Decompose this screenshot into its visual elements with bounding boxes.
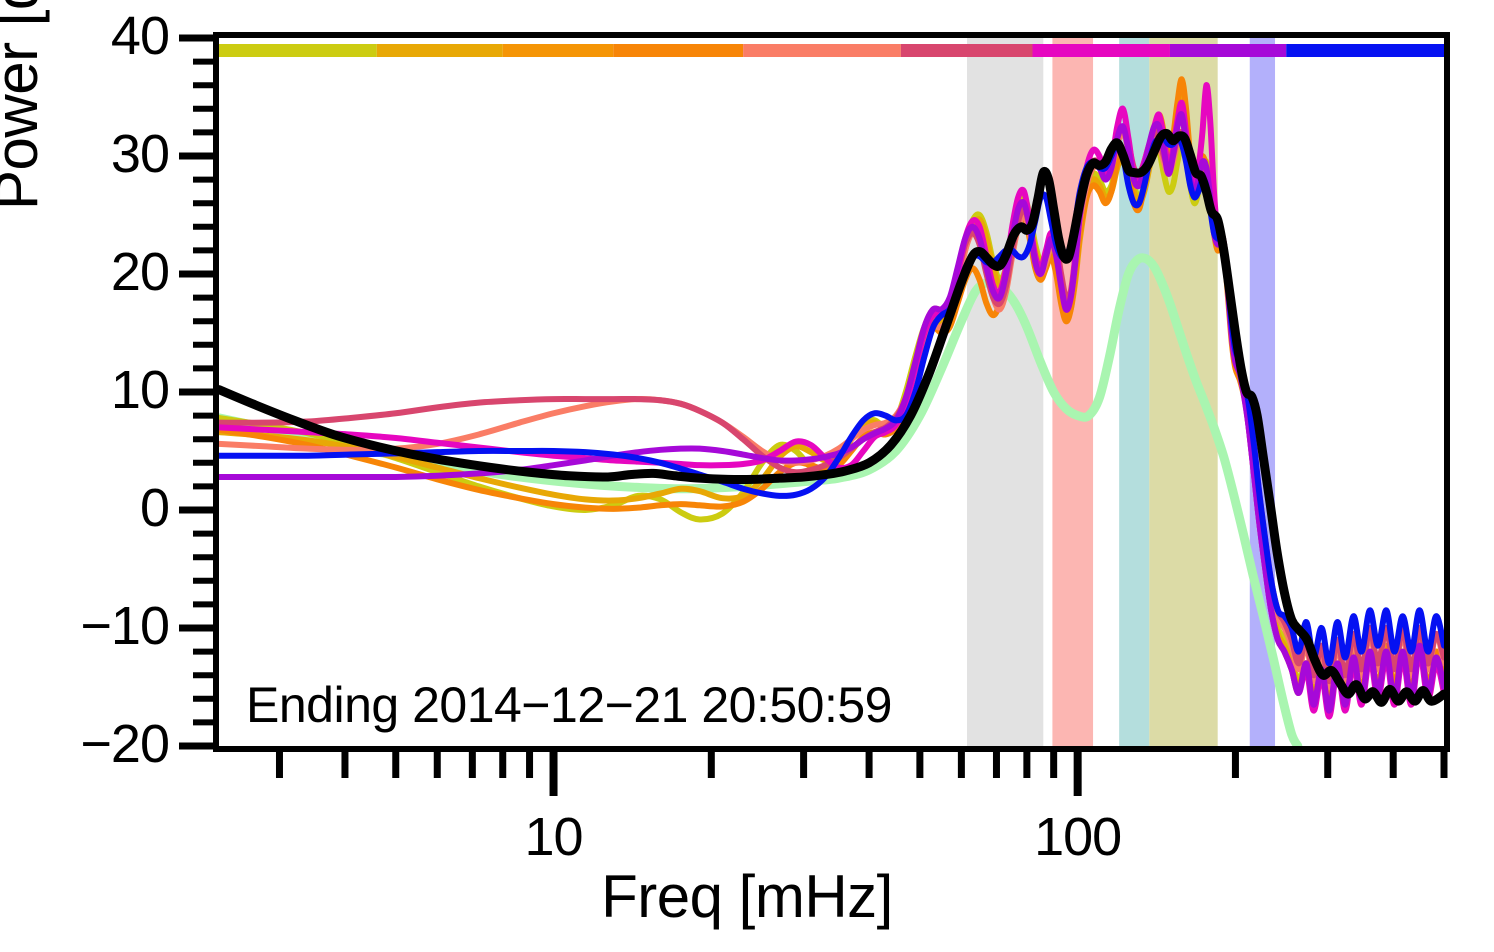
y-tick-label: −20 (80, 714, 170, 774)
colorbar-segment-3 (613, 44, 744, 57)
band-pink (1052, 38, 1094, 746)
colorbar-segment-8 (1286, 44, 1444, 57)
colorbar-segment-2 (502, 44, 614, 57)
colorbar-segment-4 (743, 44, 901, 57)
colorbar-segment-7 (1169, 44, 1287, 57)
plot-canvas (219, 38, 1444, 746)
y-tick-label: 20 (110, 242, 170, 302)
y-tick-label: 10 (110, 360, 170, 420)
colorbar-segment-5 (900, 44, 1033, 57)
colorbar-segment-6 (1032, 44, 1170, 57)
series-spectrum-green (219, 253, 1303, 746)
series-mean (219, 128, 1444, 707)
y-tick-label: −10 (80, 596, 170, 656)
y-axis-label: Power [dB] (0, 0, 50, 210)
x-tick-label: 100 (1034, 807, 1122, 867)
ending-timestamp-annotation: Ending 2014−12−21 20:50:59 (246, 677, 892, 733)
colorbar-segment-1 (376, 44, 503, 57)
plot-frame (213, 32, 1450, 752)
x-axis-label: Freq [mHz] (601, 863, 893, 930)
band-teal (1119, 38, 1150, 746)
band-gray (966, 38, 1044, 746)
spectrum-plot (219, 38, 1444, 746)
y-tick-label: 0 (139, 478, 170, 538)
colorbar-segment-0 (219, 44, 377, 57)
x-tick-label: 10 (524, 807, 583, 867)
series-spectrum-purple (219, 111, 1444, 714)
